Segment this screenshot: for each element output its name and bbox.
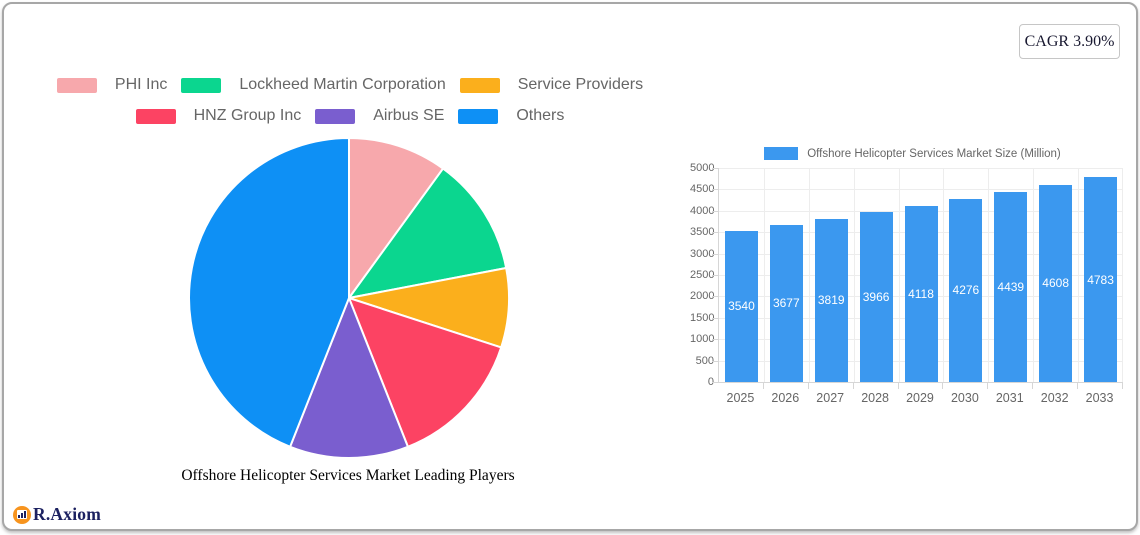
v-gridline [1033, 168, 1035, 382]
y-tick-mark [712, 189, 718, 191]
pie-slice-lockheed-martin-corporation [348, 167, 508, 299]
y-tick-mark [712, 339, 718, 341]
brand-chart-icon [13, 505, 31, 524]
x-tick-label: 2031 [995, 391, 1024, 405]
x-tick-mark [1122, 383, 1123, 389]
legend-swatch [315, 108, 356, 124]
h-gridline [719, 189, 1123, 191]
x-tick-mark [987, 383, 989, 389]
x-tick-label: 2032 [1040, 391, 1069, 405]
y-tick-mark [712, 275, 718, 276]
y-tick-mark [712, 210, 718, 212]
y-tick-label: 3500 [690, 226, 715, 239]
y-tick-label: 500 [695, 354, 714, 367]
brand-logo[interactable]: R.Axiom [13, 504, 101, 525]
x-tick-mark [1077, 383, 1079, 389]
x-tick-mark [1032, 383, 1034, 389]
legend-item-phi-inc[interactable]: PHI Inc [56, 76, 168, 94]
legend-item-airbus-se[interactable]: Airbus SE [315, 107, 444, 125]
x-tick-label: 2030 [950, 391, 979, 405]
y-tick-label: 3000 [690, 247, 715, 260]
bar-2028 [859, 212, 893, 382]
y-tick-label: 2000 [690, 290, 715, 303]
bar-chart: Offshore Helicopter Services Market Size… [690, 142, 1135, 412]
y-tick-label: 5000 [690, 162, 715, 174]
y-tick-mark [712, 232, 718, 234]
y-tick-mark [712, 253, 718, 255]
y-tick-label: 2500 [690, 269, 715, 281]
pie-legend: PHI Inc Lockheed Martin Corporation Servic… [0, 76, 700, 138]
y-tick-mark [712, 360, 718, 362]
pie-slice-phi-inc [348, 137, 445, 299]
bar-2033 [1084, 177, 1118, 382]
legend-swatch [135, 108, 176, 124]
y-tick-label: 4000 [690, 204, 715, 217]
bar-plot-area: 3540 3677 3819 3966 4118 4276 4439 4608 4783 [718, 168, 1123, 383]
legend-label: HNZ Group Inc [193, 107, 302, 124]
y-tick-mark [712, 168, 718, 169]
bar-2032 [1039, 184, 1073, 382]
legend-item-others[interactable]: Others [458, 107, 564, 125]
x-tick-mark [897, 383, 899, 389]
brand-chart-glyph [17, 510, 27, 519]
x-tick-label: 2028 [861, 391, 889, 405]
x-tick-label: 2033 [1085, 391, 1114, 405]
v-gridline [808, 168, 810, 382]
x-tick-label: 2027 [816, 391, 845, 405]
v-gridline [898, 168, 900, 382]
brand-name: R.Axiom [33, 504, 101, 524]
x-tick-label: 2026 [771, 391, 800, 405]
bar-2025 [724, 230, 758, 382]
pie-slice-hnz-group-inc [348, 297, 503, 448]
x-tick-mark [762, 383, 764, 389]
x-tick-label: 2029 [906, 391, 934, 405]
y-tick-mark [712, 317, 718, 319]
legend-item-service-providers[interactable]: Service Providers [459, 76, 644, 94]
pie-chart-title: Offshore Helicopter Services Market Lead… [181, 467, 515, 484]
bar-2029 [904, 205, 938, 382]
y-tick-mark [712, 382, 718, 383]
bar-2031 [994, 192, 1028, 382]
v-gridline [988, 168, 990, 382]
bar-legend-item[interactable]: Offshore Helicopter Services Market Size… [690, 147, 1135, 160]
x-tick-mark [807, 383, 809, 389]
pie-chart [188, 137, 511, 459]
legend-label: Others [516, 107, 565, 124]
pie-slice-airbus-se [289, 297, 409, 459]
bar-legend-label: Offshore Helicopter Services Market Size… [807, 147, 1061, 160]
legend-swatch [56, 77, 97, 93]
legend-swatch [458, 108, 499, 124]
legend-row: PHI Inc Lockheed Martin Corporation Servic… [0, 76, 700, 94]
legend-label: Airbus SE [373, 107, 445, 124]
bar-legend-swatch [764, 147, 799, 160]
bar-2026 [769, 224, 803, 382]
legend-label: PHI Inc [114, 76, 168, 93]
legend-swatch [459, 77, 500, 93]
legend-item-hnz-group-inc[interactable]: HNZ Group Inc [135, 107, 302, 125]
y-tick-label: 0 [707, 376, 714, 388]
x-tick-mark [852, 383, 854, 389]
v-gridline [1078, 168, 1080, 382]
cagr-badge: CAGR 3.90% [1019, 24, 1120, 59]
bar-2027 [814, 218, 848, 382]
y-tick-label: 4500 [690, 183, 715, 196]
bar-2030 [949, 199, 983, 382]
v-gridline [763, 168, 765, 382]
legend-label: Lockheed Martin Corporation [239, 76, 446, 93]
legend-row: HNZ Group Inc Airbus SE Others [0, 107, 700, 125]
pie-slice-others [188, 137, 350, 448]
x-tick-mark [942, 383, 944, 389]
x-tick-label: 2025 [726, 391, 755, 405]
y-tick-label: 1000 [690, 333, 715, 346]
v-gridline [853, 168, 855, 382]
v-gridline [943, 168, 945, 382]
y-tick-mark [712, 296, 718, 298]
h-gridline [719, 168, 1123, 169]
legend-label: Service Providers [517, 76, 644, 93]
v-gridline [1122, 168, 1123, 382]
y-tick-label: 1500 [690, 311, 715, 324]
legend-swatch [181, 77, 222, 93]
legend-item-lockheed-martin-corporation[interactable]: Lockheed Martin Corporation [181, 76, 446, 94]
